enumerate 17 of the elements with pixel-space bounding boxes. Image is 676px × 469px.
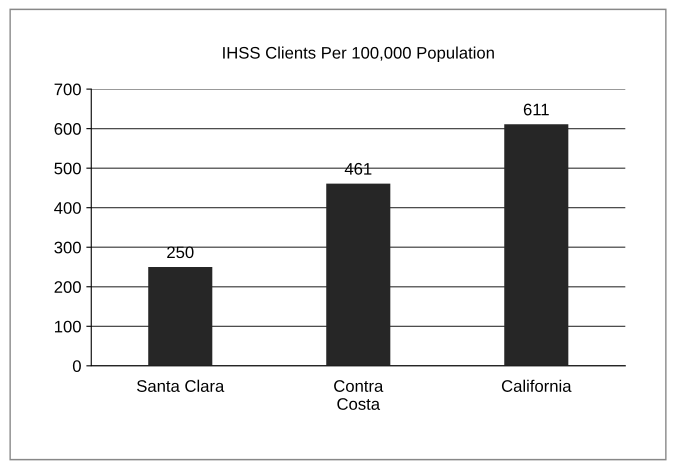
y-tick-label: 300 [54,242,81,254]
y-tick-label: 500 [54,162,81,174]
y-tick-label: 0 [72,360,81,372]
y-tick-label: 200 [54,281,81,293]
x-tick-label: Santa Clara [137,380,224,392]
y-tick-label: 100 [55,320,81,332]
x-tick-label: California [502,380,572,392]
x-tick-label: Contra Costa [334,380,384,410]
bar [148,266,212,366]
y-tick-label: 600 [54,123,81,135]
y-tick-label: 400 [54,202,81,214]
bar [326,184,390,366]
chart-title: IHSS Clients Per 100,000 Population [223,46,494,62]
y-tick-label: 700 [54,84,81,96]
bar [504,124,568,366]
data-label: 611 [524,104,549,116]
data-label: 250 [167,246,194,258]
